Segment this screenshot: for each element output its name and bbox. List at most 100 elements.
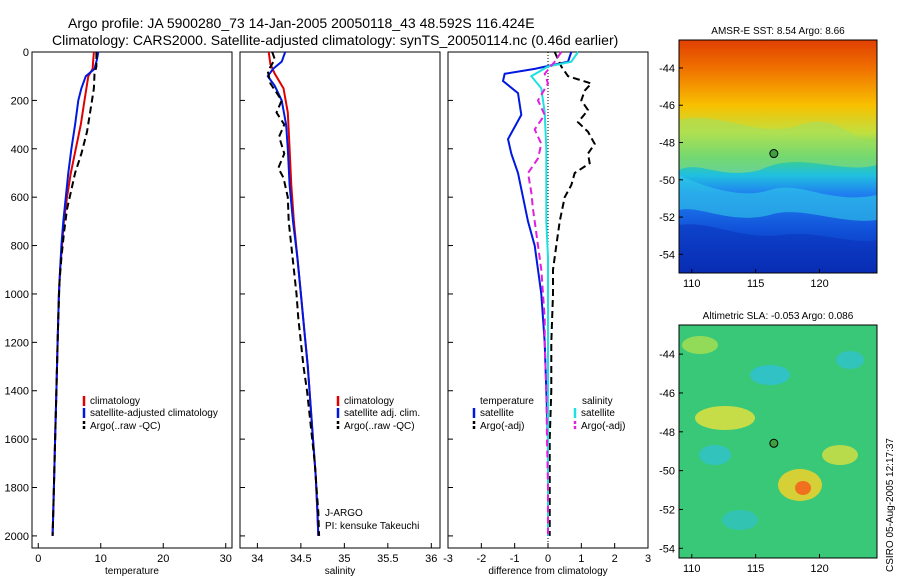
map-x-tick-label: 120: [810, 278, 828, 290]
x-tick-label: 0: [545, 553, 551, 565]
x-tick-label: 3: [645, 553, 651, 565]
x-tick-label: 1: [578, 553, 584, 565]
sla-argo-marker: [769, 438, 779, 448]
map-y-tick-label: -44: [659, 349, 675, 361]
map-x-tick-label: 115: [747, 278, 765, 290]
y-tick-label: 1000: [5, 289, 29, 301]
x-tick-label: -2: [476, 553, 486, 565]
sla-map-panel: Altimetric SLA: -0.053 Argo: 0.086 110 11…: [659, 311, 878, 575]
legend-sal-climatology-label: climatology: [344, 396, 394, 407]
y-tick-label: 0: [23, 47, 29, 59]
sst-map-axes: 110 115 120 -44 -46 -48 -50 -52 -54: [659, 63, 829, 290]
legend-diff-temp-argo-label: Argo(-adj): [480, 421, 524, 432]
x-tick-label: 2: [612, 553, 618, 565]
series-line-temperature-argo-adj-: [548, 51, 596, 536]
sst-map-panel: AMSR-E SST: 8.54 Argo: 8.66 110 115 120 -44…: [659, 26, 878, 290]
legend-diff-sal-satellite-label: satellite: [581, 408, 615, 419]
legend-diff-sal-argo-label: Argo(-adj): [581, 421, 625, 432]
y-tick-label: 200: [11, 95, 29, 107]
x-tick-label: 34: [251, 553, 263, 565]
series-line-satellite-adj-clim-: [266, 51, 320, 536]
map-x-tick-label: 110: [683, 278, 701, 290]
map-y-tick-label: -50: [659, 175, 675, 187]
legend-temp-climatology-label: climatology: [90, 396, 140, 407]
y-tick-label: 400: [11, 144, 29, 156]
x-tick-label: 36: [425, 553, 437, 565]
sla-eddy-orange: [795, 481, 811, 495]
legend-temp-argo-label: Argo(..raw -QC): [90, 421, 161, 432]
legend-sal-satellite-label: satellite adj. clim.: [344, 408, 420, 419]
legend-temp-satellite-label: satellite-adjusted climatology: [90, 408, 218, 419]
difference-panel: -3 -2 -1 0 1 2 3 difference from climatology tem…: [443, 51, 651, 577]
x-tick-label: 35: [338, 553, 350, 565]
x-tick-label: 30: [220, 553, 232, 565]
map-x-tick-label: 120: [810, 563, 828, 575]
y-tick-label: 1200: [5, 337, 29, 349]
x-tick-label: 20: [157, 553, 169, 565]
y-tick-label: 1400: [5, 386, 29, 398]
annotation-program: J-ARGO: [325, 508, 363, 519]
x-axis-label: difference from climatology: [488, 566, 607, 577]
y-tick-label: 1800: [5, 483, 29, 495]
x-tick-label: 34.5: [290, 553, 311, 565]
header-line1: Argo profile: JA 5900280_73 14-Jan-2005 …: [68, 15, 535, 31]
x-tick-label: 10: [95, 553, 107, 565]
map-y-tick-label: -52: [659, 212, 675, 224]
map-y-tick-label: -52: [659, 504, 675, 516]
sla-eddy-cyan-1: [750, 365, 790, 385]
map-x-tick-label: 110: [683, 563, 701, 575]
series-line-temperature-satellite: [501, 51, 573, 536]
map-y-tick-label: -46: [659, 388, 675, 400]
map-x-tick-label: 115: [747, 563, 765, 575]
x-axis-label: salinity: [325, 566, 356, 577]
sst-argo-marker: [769, 149, 779, 159]
x-tick-label: -3: [443, 553, 453, 565]
sst-cold-patch: [679, 224, 877, 273]
sst-map-frame: [678, 39, 878, 274]
y-tick-label: 1600: [5, 434, 29, 446]
series-line-climatology: [267, 51, 320, 536]
sla-eddy-cyan-4: [722, 510, 758, 530]
y-tick-label: 600: [11, 192, 29, 204]
map-y-tick-label: -44: [659, 63, 675, 75]
series-line-salinity-argo-adj-: [526, 51, 563, 536]
sla-map-axes: 110 115 120 -44 -46 -48 -50 -52 -54: [659, 349, 829, 575]
legend-sal-argo-label: Argo(..raw -QC): [344, 421, 415, 432]
map-y-tick-label: -48: [659, 427, 675, 439]
sst-map-title: AMSR-E SST: 8.54 Argo: 8.66: [711, 26, 845, 37]
legend-diff-salinity-heading: salinity: [582, 396, 613, 407]
plot-frame: [31, 51, 233, 549]
sla-map-frame: [678, 324, 878, 559]
sla-eddy-cyan-2: [699, 445, 731, 465]
series-line-salinity-satellite: [529, 51, 579, 536]
series-line-argo-raw-qc-: [266, 51, 321, 536]
x-tick-label: 35.5: [377, 553, 398, 565]
map-y-tick-label: -54: [659, 249, 675, 261]
sst-front-cyan: [679, 175, 877, 221]
x-tick-label: 0: [35, 553, 41, 565]
temperature-panel: 0 10 20 30 0 200 400 600 800 1000 1200 1400 1600 1800…: [5, 47, 233, 577]
plot-frame: [239, 51, 441, 549]
salinity-panel: 34 34.5 35 35.5 36 salinity climatologysatelli…: [239, 51, 441, 577]
sla-eddy-yellow-4: [682, 336, 718, 354]
x-axis-label: temperature: [105, 566, 159, 577]
sla-eddy-cyan-3: [836, 351, 864, 369]
map-y-tick-label: -50: [659, 466, 675, 478]
side-label: CSIRO 05-Aug-2005 12:17:37: [885, 438, 896, 572]
sla-eddy-yellow-1: [695, 406, 755, 430]
sst-front-yellow: [679, 117, 877, 173]
annotation-pi: PI: kensuke Takeuchi: [325, 521, 419, 532]
header-line2: Climatology: CARS2000. Satellite-adjuste…: [52, 32, 618, 48]
map-y-tick-label: -54: [659, 543, 675, 555]
map-y-tick-label: -48: [659, 138, 675, 150]
x-tick-label: -1: [510, 553, 520, 565]
sla-eddy-yellow-3: [822, 445, 858, 465]
map-y-tick-label: -46: [659, 100, 675, 112]
y-tick-label: 2000: [5, 531, 29, 543]
legend-diff-temp-satellite-label: satellite: [480, 408, 514, 419]
sla-map-title: Altimetric SLA: -0.053 Argo: 0.086: [703, 311, 854, 322]
series-line-argo-raw-qc-: [51, 52, 98, 536]
y-tick-label: 800: [11, 241, 29, 253]
legend-diff-temperature-heading: temperature: [480, 396, 534, 407]
